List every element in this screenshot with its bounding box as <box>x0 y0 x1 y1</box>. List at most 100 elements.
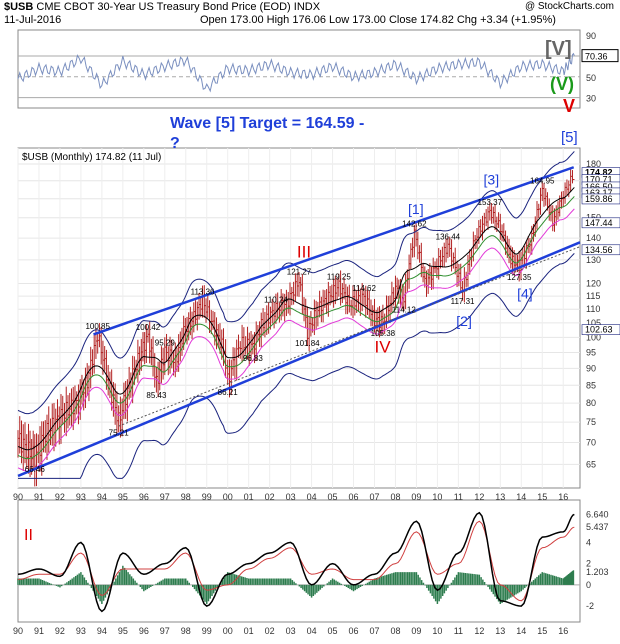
macd-x-tick-label: 90 <box>13 626 23 636</box>
macd-x-tick-label: 97 <box>160 626 170 636</box>
lower-channel-line <box>17 241 581 478</box>
macd-x-tick-label: 12 <box>474 626 484 636</box>
wave-3: [3] <box>484 171 500 187</box>
macd-x-tick-label: 94 <box>97 626 107 636</box>
rsi-last-tag <box>581 49 619 63</box>
price-x-tick-label: 94 <box>97 492 107 502</box>
price-x-tick-label: 92 <box>55 492 65 502</box>
macd-tick-label: 0 <box>586 580 591 590</box>
price-tick-label: 115 <box>586 291 600 301</box>
macd-x-tick-label: 95 <box>118 626 128 636</box>
price-tag-box <box>581 244 620 256</box>
macd-x-tick-label: 13 <box>495 626 505 636</box>
wave-5: [5] <box>561 129 578 146</box>
price-x-tick-label: 03 <box>286 492 296 502</box>
macd-tick-label: 2 <box>586 559 591 569</box>
price-x-tick-label: 96 <box>139 492 149 502</box>
price-x-tick-label: 90 <box>13 492 23 502</box>
price-point-label: 142.62 <box>402 220 427 229</box>
price-tag: 166.50 <box>585 182 613 192</box>
upper-band-line <box>17 151 575 415</box>
brand-text: @ StockCharts.com <box>524 1 614 12</box>
wave-V-bracket: [V] <box>545 38 572 60</box>
macd-x-tick-label: 00 <box>223 626 233 636</box>
price-x-tick-label: 99 <box>202 492 212 502</box>
rsi-tick-label: 30 <box>586 94 596 104</box>
price-point-label: 101.84 <box>295 339 320 348</box>
price-x-tick-label: 00 <box>223 492 233 502</box>
price-x-tick-label: 98 <box>181 492 191 502</box>
panel-frame-1 <box>17 29 581 109</box>
price-point-label: 114.12 <box>392 305 416 314</box>
price-tag: 174.82 <box>585 168 613 178</box>
price-x-tick-label: 91 <box>34 492 44 502</box>
macd-x-tick-label: 11 <box>454 626 463 636</box>
macd-x-tick-label: 01 <box>244 626 254 636</box>
rsi-tick-label: 50 <box>586 73 596 83</box>
macd-x-tick-label: 10 <box>432 626 442 636</box>
price-tag: 163.17 <box>585 188 613 198</box>
rsi-line <box>17 52 575 93</box>
price-x-tick-label: 09 <box>411 492 421 502</box>
price-x-tick-label: 06 <box>349 492 359 502</box>
price-x-tick-label: 07 <box>369 492 379 502</box>
macd-wave-label: II <box>24 527 33 544</box>
price-tick-label: 70 <box>586 438 596 448</box>
price-tag: 159.86 <box>585 194 613 204</box>
macd-tick-label: 1.203 <box>586 567 609 577</box>
macd-x-tick-label: 06 <box>349 626 359 636</box>
price-point-label: 117.31 <box>451 297 475 306</box>
price-tick-label: 180 <box>586 159 601 169</box>
date-text: 11-Jul-2016 <box>4 14 62 26</box>
price-point-label: 85.43 <box>146 391 167 400</box>
macd-x-tick-label: 91 <box>34 626 44 636</box>
macd-tick-label: 4 <box>586 537 591 547</box>
price-tag: 134.56 <box>585 245 613 255</box>
price-x-tick-label: 11 <box>454 492 463 502</box>
price-point-label: 153.37 <box>478 198 503 207</box>
wave-III: III <box>297 243 311 262</box>
panel-frame-2 <box>17 147 581 489</box>
instrument-name: CME CBOT 30-Year US Treasury Bond Price … <box>36 1 291 13</box>
lower-band-line <box>18 253 575 479</box>
panel-frame-3 <box>17 499 581 623</box>
macd-x-tick-label: 98 <box>181 626 191 636</box>
macd-tick-label: -2 <box>586 601 594 611</box>
price-tag: 147.44 <box>585 218 613 228</box>
price-point-label: 164.95 <box>530 177 555 186</box>
price-panel-label: $USB (Monthly) 174.82 (11 Jul) <box>22 152 161 163</box>
wave-1: [1] <box>408 201 424 217</box>
price-tick-label: 90 <box>586 363 596 373</box>
price-tick-label: 130 <box>586 255 601 265</box>
macd-x-tick-label: 03 <box>286 626 296 636</box>
price-point-label: 75.21 <box>109 428 130 437</box>
price-tick-label: 110 <box>586 304 600 314</box>
macd-x-tick-label: 05 <box>328 626 338 636</box>
upper-channel-line <box>93 166 575 336</box>
wave-IV: IV <box>374 337 391 356</box>
price-point-label: 100.42 <box>136 323 161 332</box>
price-point-label: 66.46 <box>25 465 46 474</box>
macd-x-tick-label: 96 <box>139 626 149 636</box>
price-tag: 102.63 <box>585 325 613 335</box>
price-tick-label: 85 <box>586 380 596 390</box>
price-point-label: 113.36 <box>191 287 215 296</box>
price-x-tick-label: 02 <box>265 492 275 502</box>
price-tick-label: 75 <box>586 417 596 427</box>
price-x-tick-label: 10 <box>432 492 442 502</box>
price-x-tick-label: 05 <box>328 492 338 502</box>
macd-x-tick-label: 09 <box>411 626 421 636</box>
macd-x-tick-label: 04 <box>307 626 317 636</box>
ohlc-text: Open 173.00 High 176.06 Low 173.00 Close… <box>200 14 556 26</box>
rsi-last-label: 70.36 <box>585 52 608 62</box>
price-tick-label: 95 <box>586 347 596 357</box>
price-point-label: 127.35 <box>507 273 532 282</box>
target-annotation: Wave [5] Target = 164.59 - <box>170 115 364 132</box>
price-point-label: 95.29 <box>155 339 176 348</box>
price-x-tick-label: 12 <box>474 492 484 502</box>
macd-x-tick-label: 15 <box>537 626 547 636</box>
price-point-label: 86.21 <box>218 388 239 397</box>
price-x-tick-label: 14 <box>516 492 526 502</box>
macd-x-tick-label: 99 <box>202 626 212 636</box>
